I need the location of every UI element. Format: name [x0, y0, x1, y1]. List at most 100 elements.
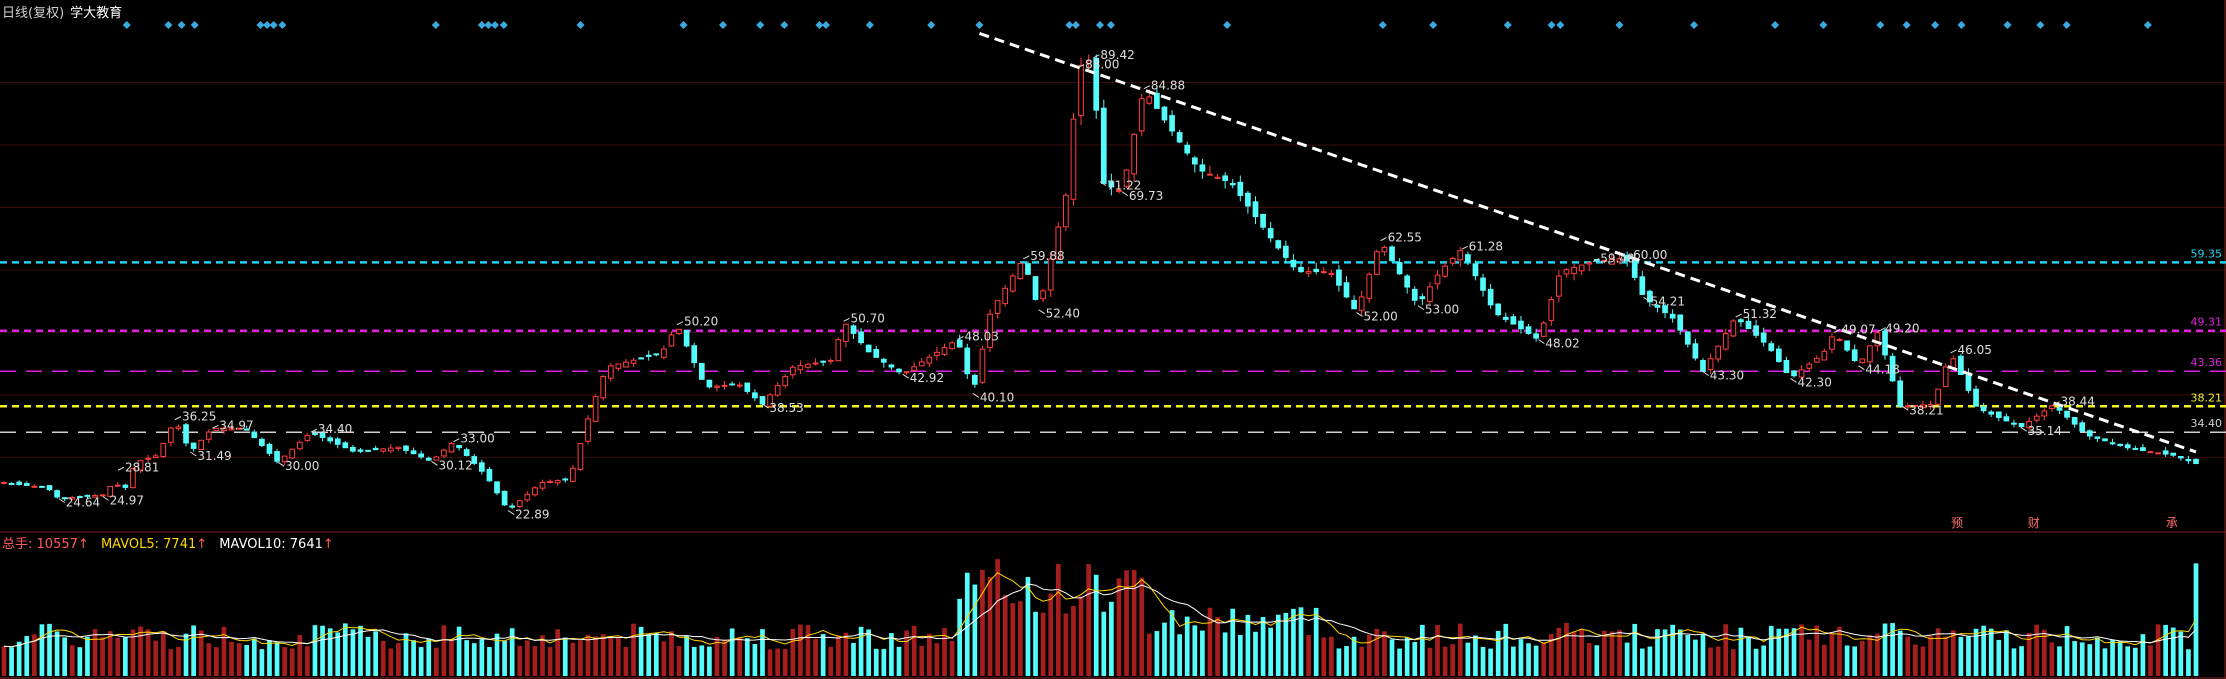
candle-body — [865, 344, 872, 353]
candle-body — [1343, 282, 1350, 298]
level-label: 38.21 — [2191, 391, 2223, 404]
candle-body — [1487, 288, 1494, 306]
candle-body — [1700, 359, 1706, 372]
candle-body — [69, 496, 76, 500]
volume-bar — [1639, 648, 1645, 676]
volume-bar — [1321, 637, 1327, 676]
candle-body — [630, 359, 637, 364]
volume-bar — [1018, 601, 1023, 676]
candle-body — [1434, 274, 1441, 285]
candle-body — [1578, 264, 1585, 272]
volume-bar — [388, 648, 394, 676]
event-marker-icon — [1096, 21, 1104, 29]
volume-bar — [942, 628, 947, 676]
volume-bar — [2019, 646, 2024, 676]
volume-bar — [2117, 641, 2123, 676]
candle-body — [418, 453, 425, 458]
candle-body — [1480, 277, 1486, 291]
candle-body — [221, 427, 227, 432]
candle-body — [1191, 157, 1198, 165]
volume-bar — [411, 640, 416, 676]
candle-body — [2140, 447, 2146, 452]
price-label: 40.10 — [980, 390, 1014, 404]
candle-body — [1260, 213, 1266, 228]
price-label: 44.18 — [1865, 363, 1899, 377]
candle-body — [1009, 275, 1016, 292]
candle-body — [1040, 290, 1046, 300]
price-label: 36.25 — [182, 410, 216, 424]
candle-body — [1184, 144, 1191, 154]
volume-bar — [532, 646, 538, 676]
candle-body — [448, 442, 455, 453]
candle-body — [600, 375, 607, 399]
price-label-leader — [1643, 296, 1650, 302]
price-label-leader — [1093, 54, 1100, 59]
event-marker-icon — [1819, 21, 1828, 29]
candle-body — [789, 366, 796, 376]
period-label[interactable]: 日线(复权) — [2, 6, 65, 21]
volume-bar — [1981, 625, 1986, 676]
price-label: 28.81 — [125, 460, 159, 474]
price-label: 24.64 — [66, 496, 100, 510]
volume-bar — [775, 648, 780, 676]
volume-bar — [2034, 624, 2040, 676]
candle-body — [1927, 403, 1934, 407]
volume-bar — [889, 633, 894, 676]
volume-bar — [798, 624, 803, 676]
event-marker-icon — [2003, 21, 2012, 29]
candle-body — [1138, 98, 1145, 132]
volume-bar — [2095, 637, 2100, 676]
candle-body — [1176, 132, 1183, 143]
price-label-leader — [762, 403, 769, 409]
volume-bar — [1063, 613, 1069, 676]
volume-bar — [479, 639, 485, 676]
candle-body — [2079, 422, 2086, 432]
candle-body — [1730, 320, 1737, 337]
volume-bar — [471, 643, 477, 676]
candle-body — [1980, 406, 1987, 412]
candle-body — [2018, 423, 2025, 428]
candle-body — [1548, 299, 1555, 321]
volume-bar — [972, 584, 978, 676]
candle-body — [683, 329, 690, 347]
price-label-leader — [972, 393, 980, 398]
volume-bar — [47, 623, 52, 676]
volume-bar — [1996, 639, 2002, 676]
candle-body — [676, 328, 682, 334]
volume-bar — [1829, 633, 1835, 676]
volume-bar — [1237, 635, 1243, 676]
volume-bar — [866, 629, 872, 676]
price-label-leader — [1023, 255, 1030, 260]
candle-body — [137, 460, 144, 471]
volume-bar — [1541, 642, 1547, 676]
candle-body — [1313, 268, 1320, 273]
volume-bar — [1139, 577, 1145, 676]
price-label-leader — [58, 498, 66, 504]
price-label: 34.40 — [318, 422, 352, 436]
price-label: 42.92 — [910, 371, 944, 385]
volume-bar — [1093, 574, 1099, 676]
volume-bar — [1344, 646, 1349, 676]
price-label: 38.44 — [2061, 395, 2095, 409]
price-label: 52.00 — [1363, 309, 1397, 323]
candle-body — [46, 485, 53, 491]
event-marker-icon — [256, 21, 265, 29]
price-label-leader — [1077, 63, 1085, 68]
trendline — [978, 31, 2197, 454]
candle-body — [183, 424, 189, 444]
price-label-leader — [1038, 309, 1045, 315]
candle-body — [342, 442, 349, 449]
volume-bar — [707, 646, 712, 676]
candle-body — [1108, 181, 1115, 188]
candle-body — [1275, 240, 1282, 249]
candle-body — [1540, 322, 1547, 337]
volume-bar — [1913, 644, 1918, 676]
candle-body — [23, 482, 30, 486]
candle-body — [1525, 326, 1532, 334]
volume-bar — [1222, 632, 1228, 676]
price-label-leader — [843, 317, 850, 322]
candle-body — [691, 345, 698, 364]
candle-body — [1366, 273, 1373, 299]
event-marker-icon — [865, 21, 874, 29]
volume-bar — [1746, 636, 1751, 676]
